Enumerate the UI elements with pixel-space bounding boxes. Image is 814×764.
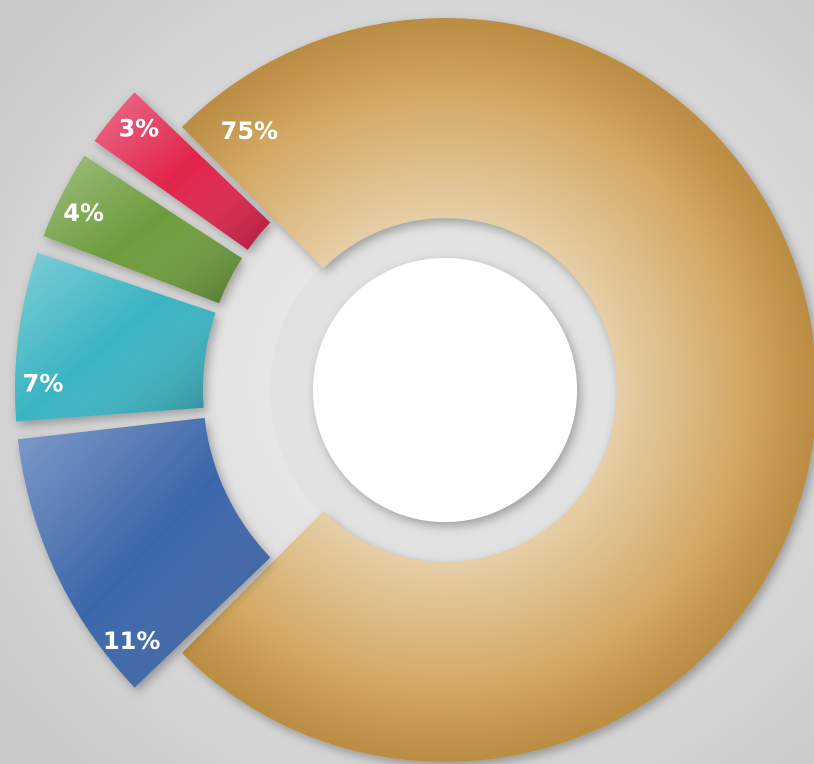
slice-shading: [14, 252, 216, 422]
value-label: 3%: [118, 114, 159, 142]
slice-group: [14, 252, 216, 422]
slices: [14, 18, 814, 762]
inner-hole: [313, 258, 577, 522]
slice-group: [94, 92, 271, 250]
slice-shading: [181, 18, 814, 762]
slice-group: [17, 417, 271, 688]
value-label: 4%: [63, 199, 104, 227]
value-label: 11%: [103, 627, 160, 655]
slice-group: [43, 155, 243, 304]
slice-shading: [17, 417, 271, 688]
value-label: 7%: [23, 369, 64, 397]
slice-shading: [94, 92, 271, 250]
labels: 75% 11% 7% 4% 3%: [23, 114, 278, 654]
slice-group: [181, 18, 814, 762]
value-label: 75%: [221, 117, 278, 145]
slice-shading: [43, 155, 243, 304]
